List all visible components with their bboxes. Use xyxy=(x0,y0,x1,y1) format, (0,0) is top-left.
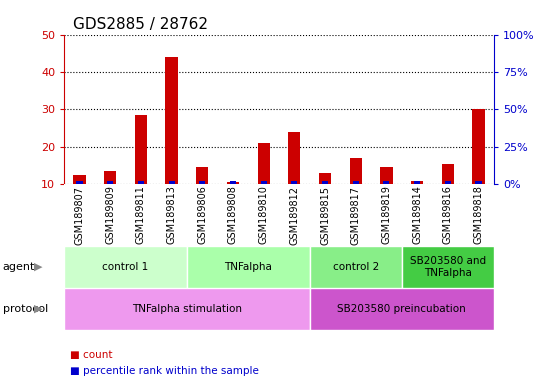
Bar xyxy=(411,180,423,184)
Text: GSM189812: GSM189812 xyxy=(290,185,299,245)
Bar xyxy=(380,167,392,184)
Bar xyxy=(230,181,236,184)
Text: GSM189815: GSM189815 xyxy=(320,185,330,245)
Text: GSM189818: GSM189818 xyxy=(474,185,483,245)
Text: GDS2885 / 28762: GDS2885 / 28762 xyxy=(73,17,208,32)
Bar xyxy=(134,115,147,184)
Bar xyxy=(261,181,267,184)
Bar xyxy=(472,109,484,184)
Bar xyxy=(322,181,328,184)
Text: GSM189811: GSM189811 xyxy=(136,185,146,245)
Text: GSM189816: GSM189816 xyxy=(443,185,453,245)
Bar xyxy=(76,181,83,184)
Bar xyxy=(319,173,331,184)
Text: ▶: ▶ xyxy=(33,262,42,272)
Text: GSM189807: GSM189807 xyxy=(75,185,84,245)
Bar xyxy=(227,182,239,184)
Bar xyxy=(138,181,144,184)
Bar xyxy=(441,164,454,184)
Bar xyxy=(187,246,310,288)
Text: ▶: ▶ xyxy=(33,304,42,314)
Bar xyxy=(353,181,359,184)
Bar xyxy=(310,246,402,288)
Bar xyxy=(199,181,205,184)
Text: TNFalpha stimulation: TNFalpha stimulation xyxy=(132,304,242,314)
Text: GSM189808: GSM189808 xyxy=(228,185,238,245)
Bar xyxy=(402,246,494,288)
Bar xyxy=(196,167,208,184)
Text: control 2: control 2 xyxy=(333,262,379,272)
Bar xyxy=(165,57,177,184)
Text: GSM189806: GSM189806 xyxy=(198,185,207,245)
Bar xyxy=(107,181,113,184)
Text: GSM189813: GSM189813 xyxy=(167,185,176,245)
Bar xyxy=(310,288,494,330)
Text: SB203580 and
TNFalpha: SB203580 and TNFalpha xyxy=(410,256,486,278)
Text: GSM189809: GSM189809 xyxy=(105,185,115,245)
Text: protocol: protocol xyxy=(3,304,48,314)
Bar xyxy=(74,175,86,184)
Bar xyxy=(383,181,389,184)
Bar xyxy=(414,181,420,184)
Text: SB203580 preincubation: SB203580 preincubation xyxy=(338,304,466,314)
Text: GSM189817: GSM189817 xyxy=(351,185,360,245)
Text: ■ percentile rank within the sample: ■ percentile rank within the sample xyxy=(70,366,258,376)
Text: agent: agent xyxy=(3,262,35,272)
Bar xyxy=(64,288,310,330)
Bar xyxy=(288,132,300,184)
Text: ■ count: ■ count xyxy=(70,350,112,360)
Text: TNFalpha: TNFalpha xyxy=(224,262,272,272)
Bar xyxy=(64,246,187,288)
Text: GSM189810: GSM189810 xyxy=(259,185,268,245)
Text: GSM189814: GSM189814 xyxy=(412,185,422,245)
Bar xyxy=(475,181,482,184)
Text: control 1: control 1 xyxy=(103,262,148,272)
Bar xyxy=(104,171,116,184)
Bar xyxy=(169,181,175,184)
Bar xyxy=(257,143,270,184)
Text: GSM189819: GSM189819 xyxy=(382,185,391,245)
Bar xyxy=(291,181,297,184)
Bar xyxy=(349,158,362,184)
Bar xyxy=(445,181,451,184)
